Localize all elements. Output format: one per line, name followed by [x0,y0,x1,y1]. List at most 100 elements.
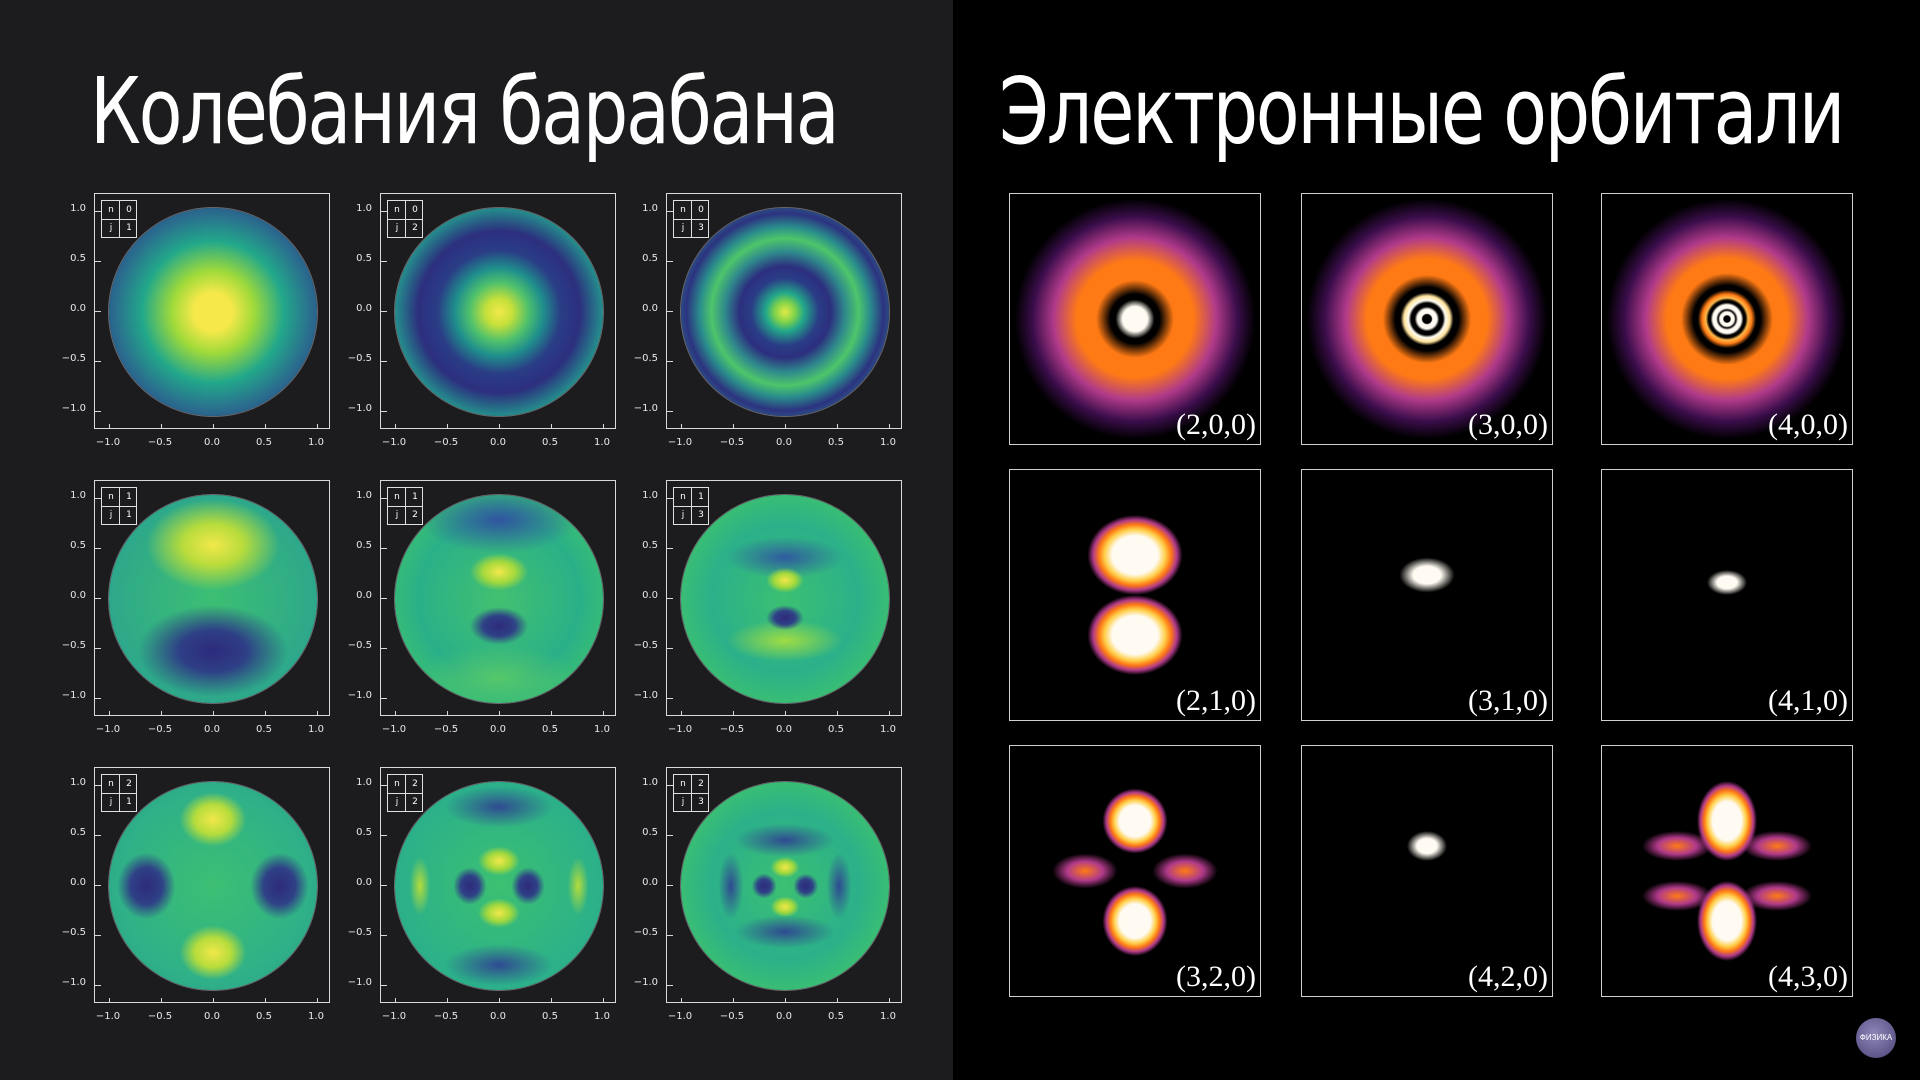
tick-mark [681,424,682,428]
tick-mark [667,498,673,499]
tick-mark [381,361,387,362]
y-tick-label: −0.5 [633,927,658,938]
y-tick-label: 0.5 [70,253,86,264]
y-tick-label: 1.0 [70,490,86,501]
j-label: j [681,797,685,807]
tick-mark [603,424,604,428]
orbital-plot: (2,1,0) [1009,469,1261,721]
y-tick-label: 1.0 [642,777,658,788]
tick-mark [395,998,396,1002]
x-tick-label: −0.5 [719,724,745,735]
plot-frame: n 0 j 1 [94,193,330,429]
j-value: 2 [412,510,418,520]
y-tick-label: 1.0 [70,203,86,214]
tick-mark [95,411,101,412]
y-tick-label: −0.5 [347,927,372,938]
x-tick-label: −1.0 [381,437,407,448]
mode-numbers-box: n 2 j 3 [673,774,709,812]
orbital-plot: (4,1,0) [1601,469,1853,721]
x-tick-label: 0.5 [542,724,558,735]
tick-mark [317,711,318,715]
x-tick-label: 0.0 [776,437,792,448]
n-label: n [108,492,114,502]
n-value: 1 [126,492,132,502]
tick-mark [109,998,110,1002]
y-tick-label: 1.0 [356,203,372,214]
tick-mark [667,885,673,886]
x-tick-label: 1.0 [308,437,324,448]
plot-frame: n 0 j 2 [380,193,616,429]
y-tick-label: 0.0 [70,877,86,888]
n-value: 2 [698,779,704,789]
y-tick-label: 0.5 [70,540,86,551]
tick-mark [95,498,101,499]
x-tick-label: −0.5 [433,437,459,448]
tick-mark [667,648,673,649]
y-tick-label: 0.0 [70,303,86,314]
j-label: j [681,510,685,520]
tick-mark [265,711,266,715]
x-tick-label: 1.0 [880,724,896,735]
tick-mark [603,998,604,1002]
tick-mark [381,835,387,836]
y-tick-label: −1.0 [347,690,372,701]
j-label: j [395,510,399,520]
membrane-disc [395,495,603,703]
y-tick-label: −0.5 [347,353,372,364]
tick-mark [603,711,604,715]
membrane-disc [395,208,603,416]
orbital-label: (2,1,0) [1176,684,1256,717]
y-tick-label: 0.0 [356,877,372,888]
tick-mark [667,835,673,836]
tick-mark [317,424,318,428]
mode-numbers-box: n 1 j 1 [101,487,137,525]
tick-mark [109,424,110,428]
x-tick-label: 0.5 [542,437,558,448]
orbital-label: (3,0,0) [1468,408,1548,441]
n-value: 1 [412,492,418,502]
tick-mark [667,598,673,599]
tick-mark [395,711,396,715]
orbital-plot: (2,0,0) [1009,193,1261,445]
y-tick-label: −1.0 [61,403,86,414]
y-tick-label: 1.0 [642,490,658,501]
orbital-plot: (4,0,0) [1601,193,1853,445]
membrane-disc [395,782,603,990]
tick-mark [667,261,673,262]
x-tick-label: 0.5 [828,437,844,448]
tick-mark [681,711,682,715]
j-value: 3 [698,797,704,807]
n-label: n [680,492,686,502]
tick-mark [499,424,500,428]
tick-mark [95,698,101,699]
x-tick-label: 0.0 [204,1011,220,1022]
tick-mark [213,424,214,428]
y-tick-label: 0.5 [356,540,372,551]
tick-mark [667,985,673,986]
tick-mark [551,998,552,1002]
orbital-label: (4,2,0) [1468,960,1548,993]
x-tick-label: −1.0 [667,437,693,448]
box-divider [388,219,422,220]
tick-mark [95,785,101,786]
n-label: n [108,779,114,789]
n-value: 0 [412,205,418,215]
tick-mark [785,424,786,428]
j-value: 2 [412,797,418,807]
plot-frame: n 1 j 2 [380,480,616,716]
y-tick-label: −1.0 [61,977,86,988]
x-tick-label: 1.0 [308,724,324,735]
x-tick-label: −0.5 [147,437,173,448]
tick-mark [667,211,673,212]
tick-mark [381,598,387,599]
n-value: 2 [412,779,418,789]
x-tick-label: 0.5 [256,724,272,735]
tick-mark [381,985,387,986]
j-value: 1 [126,797,132,807]
box-divider [674,506,708,507]
tick-mark [381,411,387,412]
x-tick-label: 1.0 [308,1011,324,1022]
tick-mark [381,211,387,212]
y-tick-label: 1.0 [70,777,86,788]
y-tick-label: 0.0 [642,590,658,601]
